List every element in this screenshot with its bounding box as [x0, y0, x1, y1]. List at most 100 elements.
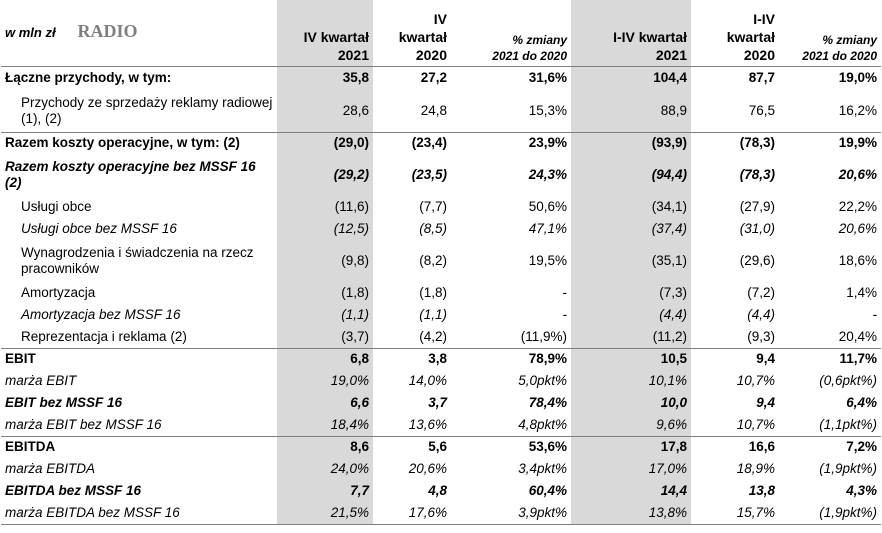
col-header-ytd-2021: I-IV kwartał 2021 [571, 0, 691, 66]
value-cell: 18,6% [838, 253, 877, 268]
value-cell: (7,7) [419, 199, 447, 214]
col-header-line: 2021 do 2020 [492, 48, 567, 63]
value-cell: 7,2% [779, 435, 881, 458]
value-cell: (7,2) [747, 285, 775, 300]
table-row: EBIT 6,8 3,8 78,9% 10,5 9,4 11,7% [1, 347, 881, 370]
value-cell: 20,6% [838, 221, 877, 236]
table-row: Razem koszty operacyjne, w tym: (2) (29,0… [1, 131, 881, 154]
value-cell: 19,0% [277, 370, 373, 392]
value-cell: (29,2) [277, 154, 373, 196]
value-cell: 13,8 [748, 483, 775, 498]
value-cell: 19,9% [779, 131, 881, 154]
value-cell: 10,1% [571, 370, 691, 392]
value-cell: - [562, 285, 568, 300]
table-row: Amortyzacja bez MSSF 16 (1,1) (1,1) - (4,4)(… [1, 304, 881, 326]
unit-label: w mln zł [5, 24, 56, 40]
value-cell: 60,4% [528, 483, 567, 498]
col-header-q4-2020: IV kwartał 2020 [373, 0, 451, 66]
row-label: Razem koszty operacyjne, w tym: (2) [1, 131, 277, 154]
value-cell: - [562, 307, 568, 322]
value-cell: (23,4) [373, 131, 451, 154]
value-cell: 53,6% [451, 435, 571, 458]
value-cell: 9,4 [691, 347, 779, 370]
value-cell: 6,6 [277, 392, 373, 414]
value-cell: - [872, 307, 878, 322]
value-cell: 10,7% [736, 373, 775, 388]
value-cell: 88,9 [571, 90, 691, 132]
table-row: Usługi obce (11,6) (7,7) 50,6% (34,1) (27,9) 2… [1, 196, 881, 218]
value-cell: 6,8 [277, 347, 373, 370]
value-cell: 78,9% [451, 347, 571, 370]
header-label-cell: w mln zł RADIO [1, 0, 277, 66]
col-header-line: 2021 do 2020 [802, 48, 877, 63]
value-cell: (11,6) [277, 196, 373, 218]
value-cell: 31,6% [451, 65, 571, 90]
value-cell: (8,5) [419, 221, 447, 236]
row-label: Amortyzacja [21, 285, 96, 300]
value-cell: (34,1) [571, 196, 691, 218]
col-header-line: I-IV kwartał [613, 28, 687, 45]
table-row: EBIT bez MSSF 16 6,6 3,7 78,4% 10,0 9,4 6,4% [1, 392, 881, 414]
value-cell: (1,9pkt%) [779, 502, 881, 525]
value-cell: 16,6 [691, 435, 779, 458]
value-cell: 47,1% [528, 221, 567, 236]
value-cell: 4,8pkt% [518, 416, 567, 432]
col-header-line: 2020 [415, 46, 447, 63]
value-cell: 4,8 [428, 483, 447, 498]
table-row: EBITDA 8,6 5,6 53,6% 17,8 16,6 7,2% [1, 435, 881, 458]
value-cell: 4,3% [846, 483, 877, 498]
row-label: marża EBIT [5, 373, 77, 388]
value-cell: (1,8) [419, 285, 447, 300]
value-cell: 24,3% [528, 167, 567, 182]
value-cell: 24,8 [420, 102, 447, 118]
value-cell: (4,4) [571, 304, 691, 326]
col-header-line: kwartał [398, 28, 447, 45]
value-cell: 3,9pkt% [451, 502, 571, 525]
value-cell: 19,5% [528, 253, 567, 268]
value-cell: (11,9%) [520, 328, 567, 344]
value-cell: 9,6% [571, 414, 691, 436]
table-row: Wynagrodzenia i świadczenia na rzecz pra… [1, 240, 881, 282]
value-cell: 87,7 [691, 65, 779, 90]
col-header-line: I-IV [753, 10, 775, 27]
row-label: Łączne przychody, w tym: [1, 65, 277, 90]
row-label: Usługi obce [21, 199, 92, 214]
value-cell: 28,6 [277, 90, 373, 132]
table-row: Amortyzacja (1,8) (1,8) - (7,3) (7,2) 1,4% [1, 282, 881, 304]
col-header-ytd-2020: I-IV kwartał 2020 [691, 0, 779, 66]
value-cell: (1,1pkt%) [819, 416, 877, 432]
value-cell: 10,5 [571, 347, 691, 370]
value-cell: (31,0) [739, 221, 775, 236]
value-cell: (12,5) [277, 218, 373, 240]
value-cell: 9,4 [756, 395, 775, 410]
col-header-q4-2021: IV kwartał 2021 [277, 0, 373, 66]
row-label: Przychody ze sprzedaży reklamy radiowej … [21, 94, 273, 126]
table-row: Łączne przychody, w tym: 35,8 27,2 31,6% 104… [1, 65, 881, 90]
row-label: Wynagrodzenia i świadczenia na rzecz pra… [21, 245, 254, 276]
value-cell: 17,8 [571, 435, 691, 458]
row-label: Reprezentacja i reklama (2) [21, 328, 187, 344]
row-label: EBITDA [1, 435, 277, 458]
value-cell: (4,2) [419, 328, 447, 344]
value-cell: 5,0pkt% [518, 373, 567, 388]
table-row: Usługi obce bez MSSF 16 (12,5) (8,5) 47,1% (… [1, 218, 881, 240]
col-header-line: IV kwartał [303, 28, 369, 45]
value-cell: (11,2) [571, 326, 691, 348]
col-header-ytd-change: % zmiany 2021 do 2020 [779, 0, 881, 66]
value-cell: (29,6) [739, 253, 775, 268]
value-cell: 8,6 [277, 435, 373, 458]
table-row: marża EBIT bez MSSF 16 18,4% 13,6% 4,8pkt% 9… [1, 414, 881, 436]
value-cell: 76,5 [748, 102, 775, 118]
value-cell: 17,0% [571, 458, 691, 480]
value-cell: (93,9) [571, 131, 691, 154]
table-row: Przychody ze sprzedaży reklamy radiowej … [1, 90, 881, 132]
value-cell: (1,8) [277, 282, 373, 304]
value-cell: 10,7% [736, 416, 775, 432]
value-cell: (35,1) [571, 240, 691, 282]
value-cell: 3,7 [428, 395, 447, 410]
row-label: EBIT bez MSSF 16 [5, 395, 123, 410]
value-cell: 14,4 [571, 480, 691, 502]
row-label: marża EBITDA [5, 461, 96, 476]
table-row: marża EBITDA bez MSSF 16 21,5% 17,6% 3,9pkt… [1, 502, 881, 525]
